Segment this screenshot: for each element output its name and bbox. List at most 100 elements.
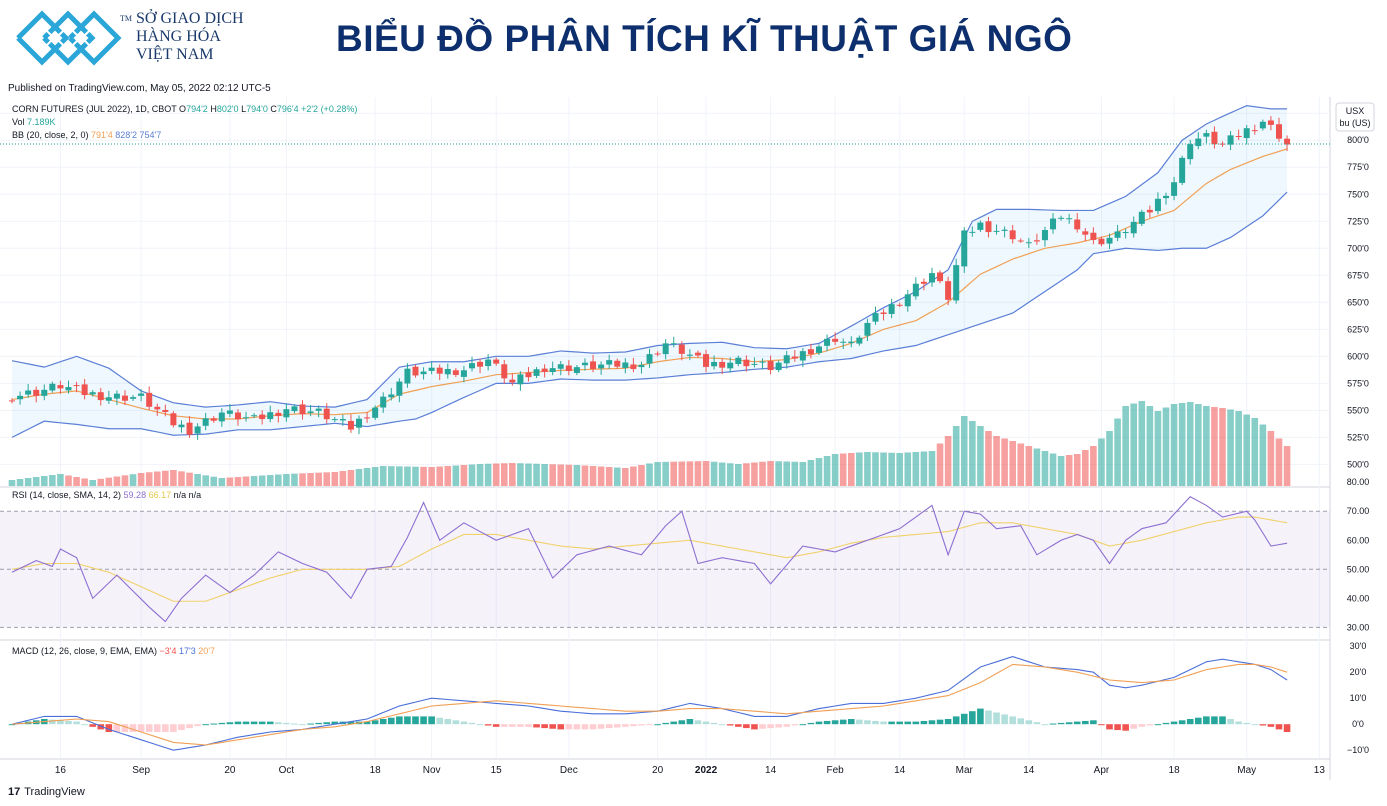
volume-bar [371,467,379,486]
rsi-tick-label: 60.00 [1347,535,1370,545]
volume-bar [839,453,847,486]
macd-histogram-bar [8,724,16,726]
candle-body [1251,130,1258,132]
macd-histogram-bar [1251,724,1259,726]
volume-bar [613,467,621,486]
macd-histogram-bar [630,724,637,727]
volume-bar [1009,441,1016,486]
candle-body [380,396,387,408]
macd-histogram-bar [1211,716,1218,725]
volume-bar [1267,431,1275,486]
candle-body [759,361,766,363]
macd-histogram-bar [404,716,411,725]
macd-histogram-bar [1178,720,1186,725]
macd-histogram-bar [379,719,387,725]
macd-histogram-bar [541,724,548,729]
trading-chart[interactable]: 16 Sep 20 Oct 18 Nov 15 Dec 20 2022 14 Feb 14 Mar 14 Ap… [0,97,1387,780]
candle-body [646,354,653,364]
candle-body [953,265,960,301]
macd-histogram-bar [1275,724,1283,730]
macd-histogram-bar [1130,724,1138,729]
volume-bar [622,468,629,486]
candle-body [1171,182,1178,196]
volume-bar [162,470,169,486]
volume-bar [831,454,839,486]
macd-histogram-bar [476,724,484,726]
candle-body [711,361,718,367]
candle-body [816,346,822,353]
candle-body [880,312,887,314]
volume-bar [492,463,500,486]
candle-body [347,420,354,430]
volume-bar [420,466,427,486]
volume-bar [476,464,484,486]
header: TM SỞ GIAO DỊCH HÀNG HÓA VIỆT NAM BIỂU Đ… [0,0,1387,78]
rsi-tick-label: 30.00 [1347,622,1370,632]
macd-histogram-bar [178,724,185,731]
macd-histogram-bar [162,724,169,732]
macd-histogram-bar [129,724,137,732]
x-tick-label: Feb [827,765,845,776]
macd-histogram-bar [1009,716,1016,725]
volume-bar [823,456,831,486]
macd-histogram-bar [202,724,209,726]
candle-body [178,424,185,428]
price-tick-label: 700'0 [1347,243,1369,253]
x-tick-label: Nov [423,765,441,776]
macd-histogram-bar [89,724,96,727]
x-tick-label: 16 [55,765,67,776]
candle-body [703,354,710,367]
candle-body [590,361,597,369]
candle-body [1227,135,1234,145]
candle-body [1017,240,1024,242]
candle-body [872,313,879,322]
macd-histogram-bar [646,724,653,726]
volume-bar [920,451,928,486]
candle-body [331,419,338,421]
candle-body [259,414,266,420]
candle-body [1203,133,1210,137]
candle-body [315,408,322,411]
macd-histogram-bar [331,721,339,725]
candle-body [985,221,992,233]
macd-histogram-bar [420,716,427,725]
macd-histogram-bar [864,720,871,725]
volume-bar [379,466,387,486]
macd-histogram-bar [597,724,605,729]
candle-body [614,360,621,367]
candle-body [606,360,613,365]
candle-body [146,392,153,407]
candle-body [1122,232,1129,234]
candle-body [428,367,435,371]
volume-bar [121,475,129,486]
volume-bar [178,471,185,486]
volume-bar [605,467,613,486]
macd-histogram-bar [218,722,226,725]
macd-histogram-bar [977,708,984,725]
candle-body [226,410,233,414]
macd-histogram-bar [1227,719,1234,725]
volume-bar [323,472,331,486]
candle-body [630,364,637,370]
candle-body [807,349,814,355]
macd-histogram-bar [839,719,847,725]
price-tick-label: 500'0 [1347,459,1369,469]
volume-bar [331,472,339,486]
candle-body [783,355,790,364]
volume-bar [977,426,984,486]
macd-histogram-bar [1106,724,1113,730]
volume-bar [573,465,581,486]
macd-histogram-bar [97,724,105,730]
macd-histogram-bar [775,724,782,728]
macd-histogram-bar [960,713,968,725]
candle-body [283,409,290,418]
macd-histogram-bar [1001,714,1008,725]
candle-body [89,392,96,395]
candle-body [1058,217,1065,219]
x-tick-label: Sep [132,765,150,776]
volume-bar [242,476,250,486]
macd-histogram-bar [226,722,234,725]
volume-bar [912,452,920,486]
volume-bar [275,474,282,486]
macd-histogram-bar [815,721,823,725]
